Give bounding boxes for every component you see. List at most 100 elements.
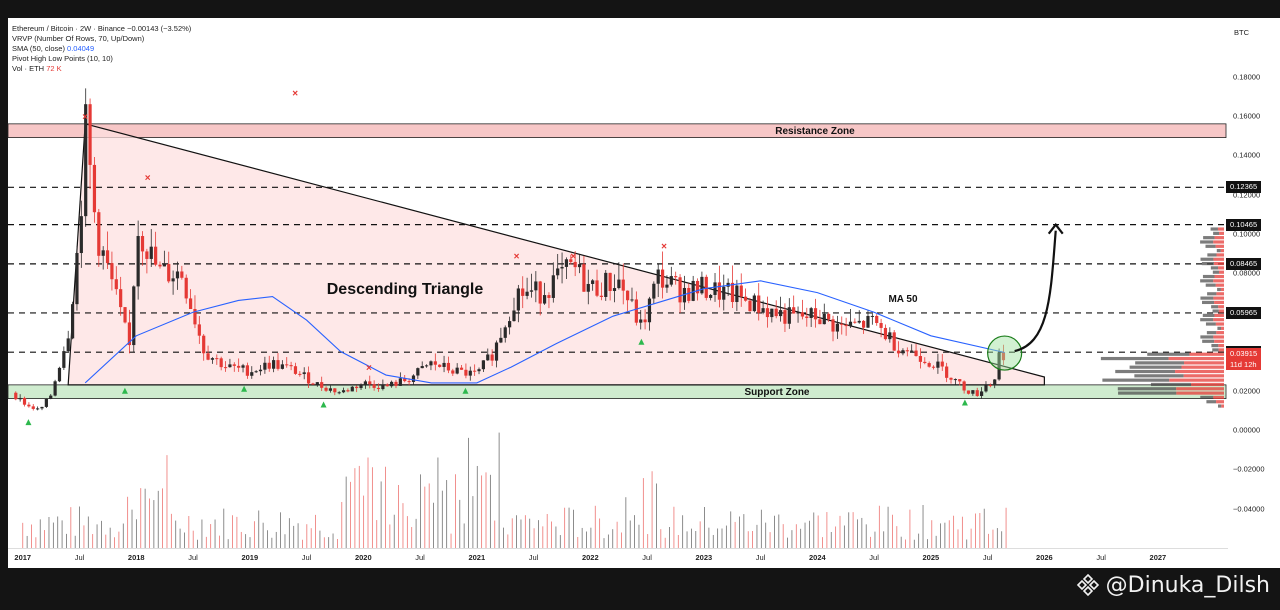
volume-profile-bar	[1214, 261, 1224, 266]
volume-profile-bar	[1214, 339, 1224, 343]
triangle-label: Descending Triangle	[327, 281, 484, 298]
candle-body	[783, 310, 787, 324]
volume-profile-bar	[1206, 331, 1217, 335]
candle-body	[372, 384, 376, 388]
candle-body	[223, 367, 228, 369]
candle-body	[494, 342, 499, 361]
candle-body	[612, 288, 617, 292]
volume-profile-bar	[1202, 313, 1215, 317]
candle-body	[202, 335, 206, 354]
volume-profile-bar	[1218, 270, 1224, 274]
candle-body	[241, 365, 245, 368]
candle-body	[438, 364, 442, 367]
candle-body	[774, 308, 778, 317]
volume-profile-bar	[1200, 296, 1214, 300]
x-tick-label: Jul	[869, 553, 879, 562]
candle-body	[250, 372, 254, 376]
current-price-box: 0.03915 11d 12h	[1226, 348, 1262, 371]
candle-body	[394, 381, 398, 386]
legend-sma[interactable]: SMA (50, close)	[12, 44, 65, 53]
candle-body	[669, 276, 673, 285]
candle-body	[993, 379, 997, 386]
candle-body	[88, 104, 92, 165]
candle-body	[468, 370, 472, 376]
volume-profile-bar	[1150, 382, 1192, 387]
volume-profile-bar	[1214, 274, 1224, 279]
x-tick-label: Jul	[528, 553, 539, 562]
candle-body	[490, 354, 494, 361]
candle-body	[888, 332, 892, 340]
candle-body	[901, 350, 905, 354]
price-axis[interactable]	[1226, 18, 1280, 568]
volume-profile-bar	[1100, 356, 1169, 361]
candle-body	[831, 319, 835, 332]
y-tick-label: 0.16000	[1233, 111, 1261, 121]
x-tick-label: Jul	[755, 553, 766, 562]
candle-body	[848, 321, 853, 327]
x-tick-label: Jul	[301, 553, 312, 562]
volume-profile-bar	[1213, 231, 1220, 235]
candle-body	[674, 276, 678, 278]
pivot-high-marker: ×	[82, 112, 88, 123]
candle-body	[119, 289, 123, 308]
candle-body	[197, 324, 201, 336]
candle-body	[512, 310, 516, 322]
legend-volume[interactable]: Vol · ETH	[12, 64, 45, 73]
candle-body	[940, 361, 944, 367]
candle-body	[525, 291, 529, 296]
candle-body	[813, 308, 818, 320]
candle-body	[75, 253, 79, 305]
pivot-high-marker: ×	[145, 173, 151, 184]
candle-body	[608, 272, 612, 292]
candle-body	[529, 290, 534, 292]
candle-body	[704, 276, 708, 298]
volume-profile-bar	[1220, 249, 1224, 253]
volume-profile-bar	[1218, 266, 1224, 270]
candle-body	[486, 354, 490, 361]
x-tick-label: 2027	[1149, 553, 1167, 562]
candle-body	[870, 315, 874, 317]
x-tick-label: Jul	[982, 553, 993, 562]
volume-profile-bar	[1202, 274, 1215, 279]
pivot-low-marker	[638, 338, 645, 345]
volume-profile-bar	[1203, 236, 1215, 240]
candle-body	[682, 287, 687, 303]
candle-body	[36, 408, 40, 410]
candle-body	[503, 327, 507, 338]
volume-profile-bar	[1215, 283, 1224, 287]
volume-profile-bar	[1115, 369, 1176, 374]
y-tick-label: −0.04000	[1233, 504, 1265, 513]
candle-body	[534, 281, 538, 291]
x-tick-label: 2026	[1036, 553, 1053, 562]
candle-body	[883, 327, 888, 340]
candle-body	[27, 404, 31, 407]
legend-pivot[interactable]: Pivot High Low Points (10, 10)	[12, 54, 113, 63]
candle-body	[879, 323, 883, 328]
candle-body	[591, 280, 595, 284]
candle-body	[617, 279, 621, 289]
candle-body	[984, 385, 988, 392]
candle-body	[866, 315, 870, 328]
volume-profile-bar	[1214, 300, 1224, 305]
candle-body	[433, 361, 437, 365]
candle-body	[853, 321, 857, 323]
candle-body	[40, 406, 44, 409]
volume-profile-bar	[1147, 352, 1190, 356]
candle-body	[744, 296, 748, 301]
candle-body	[997, 352, 1001, 380]
candle-body	[14, 392, 18, 400]
volume-profile-bar	[1215, 322, 1224, 326]
legend-vrvp[interactable]: VRVP (Number Of Rows, 70, Up/Down)	[12, 34, 145, 43]
candle-body	[765, 308, 770, 318]
candle-body	[569, 259, 573, 262]
candle-body	[140, 236, 145, 252]
author-watermark: @Dinuka_Dilsh	[1076, 571, 1270, 599]
candle-body	[272, 360, 276, 369]
candle-body	[678, 277, 682, 303]
candle-body	[385, 384, 389, 387]
candle-body	[896, 350, 901, 354]
breakout-circle	[987, 335, 1023, 371]
y-tick-label: 0.02000	[1233, 386, 1261, 396]
y-tick-label: 0.18000	[1233, 72, 1261, 82]
